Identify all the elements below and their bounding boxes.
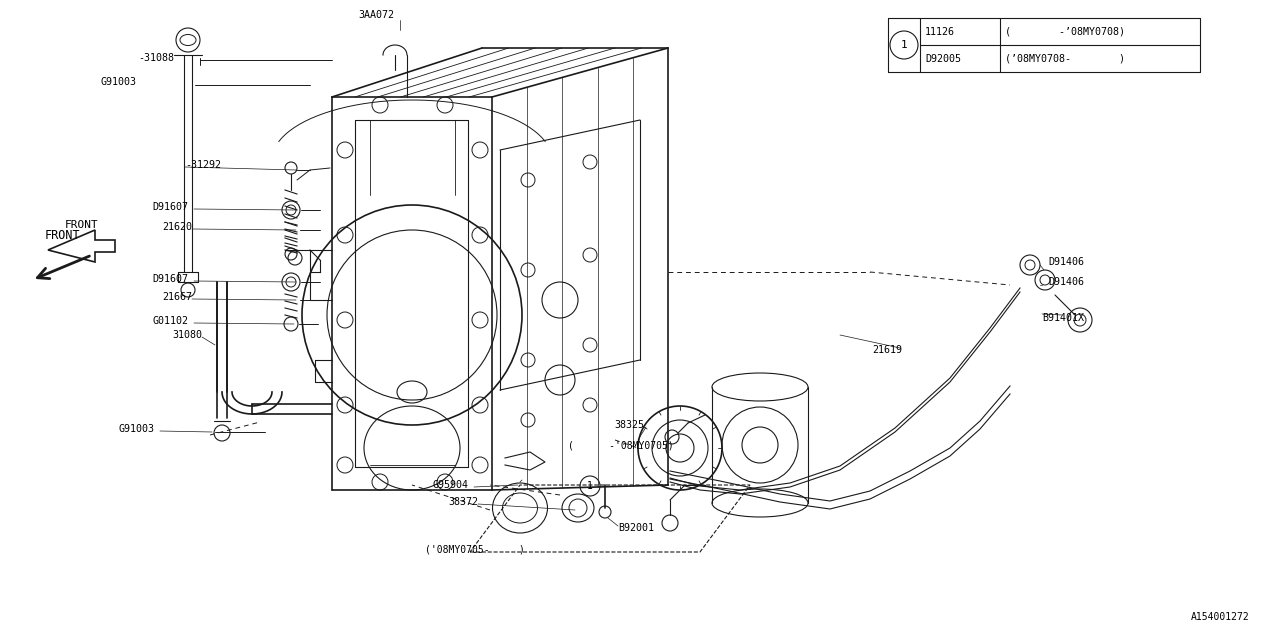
Text: D91406: D91406 <box>1048 277 1084 287</box>
Ellipse shape <box>562 494 594 522</box>
Text: D91406: D91406 <box>1048 257 1084 267</box>
Text: (        -’08MY0708): ( -’08MY0708) <box>1005 26 1125 36</box>
Text: 1: 1 <box>588 481 593 491</box>
Text: 38325: 38325 <box>614 420 644 430</box>
Text: (’08MY0708-        ): (’08MY0708- ) <box>1005 54 1125 63</box>
Text: G91003: G91003 <box>100 77 136 87</box>
Text: 38372: 38372 <box>448 497 477 507</box>
Text: 31080: 31080 <box>172 330 202 340</box>
Text: 11126: 11126 <box>925 26 955 36</box>
Text: G95904: G95904 <box>433 480 468 490</box>
Text: D91607: D91607 <box>152 202 188 212</box>
Text: (      -'08MY0705): ( -'08MY0705) <box>568 440 673 450</box>
Text: 1: 1 <box>901 40 908 50</box>
Text: -31088: -31088 <box>138 53 174 63</box>
Text: 21667: 21667 <box>163 292 192 302</box>
Text: B91401X: B91401X <box>1042 313 1084 323</box>
Text: B92001: B92001 <box>618 523 654 533</box>
Text: -31292: -31292 <box>186 160 221 170</box>
Text: FRONT: FRONT <box>65 220 99 230</box>
Text: A154001272: A154001272 <box>1192 612 1251 622</box>
Ellipse shape <box>493 483 548 533</box>
Text: 21619: 21619 <box>872 345 902 355</box>
Text: D91607: D91607 <box>152 274 188 284</box>
Text: G91003: G91003 <box>118 424 154 434</box>
Text: ('08MY0705-     ): ('08MY0705- ) <box>425 545 525 555</box>
Text: 3AA072: 3AA072 <box>358 10 394 20</box>
Text: 21620: 21620 <box>163 222 192 232</box>
Text: D92005: D92005 <box>925 54 961 63</box>
Text: G01102: G01102 <box>152 316 188 326</box>
Text: FRONT: FRONT <box>45 228 79 241</box>
